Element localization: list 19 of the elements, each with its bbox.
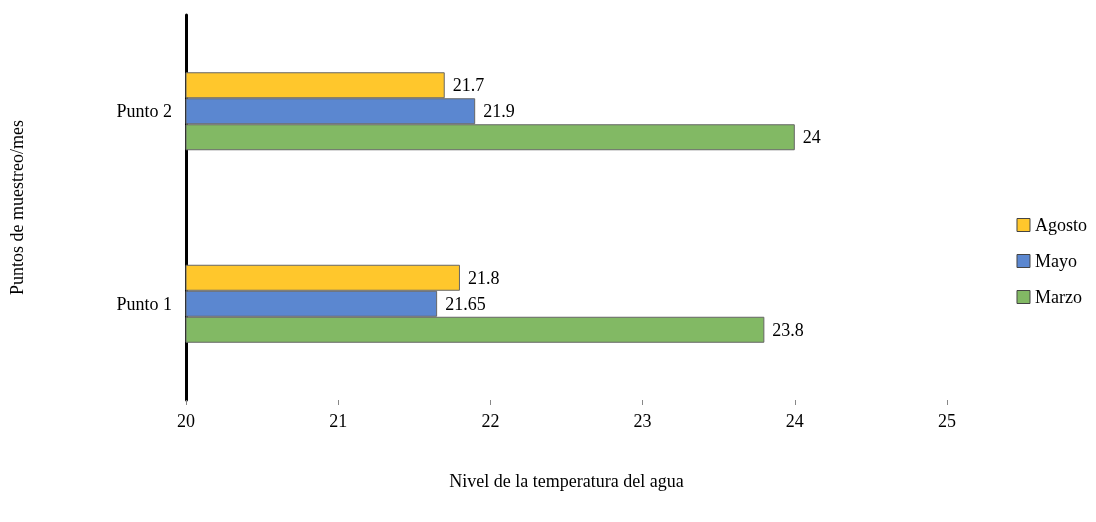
legend-label: Marzo	[1035, 287, 1082, 307]
data-label: 21.65	[445, 293, 486, 314]
y-axis-title: Puntos de muestreo/mes	[7, 120, 27, 295]
legend-label: Agosto	[1035, 215, 1088, 235]
data-label: 24	[802, 127, 821, 148]
x-tick-label: 21	[329, 411, 348, 431]
x-tick-label: 23	[633, 411, 652, 431]
x-tick-label: 24	[785, 411, 804, 431]
x-tick-label: 22	[481, 411, 500, 431]
x-tick-label: 25	[938, 411, 956, 431]
x-tick-label: 20	[177, 411, 195, 431]
legend-label: Mayo	[1035, 251, 1077, 271]
data-label: 21.8	[467, 267, 500, 288]
y-tick-label: Punto 2	[116, 101, 172, 122]
data-label: 21.7	[452, 75, 485, 96]
data-label: 23.8	[772, 319, 804, 340]
data-label: 21.9	[483, 101, 515, 122]
x-axis-title: Nivel de la temperatura del agua	[449, 471, 684, 491]
y-tick-label: Punto 1	[116, 293, 172, 314]
